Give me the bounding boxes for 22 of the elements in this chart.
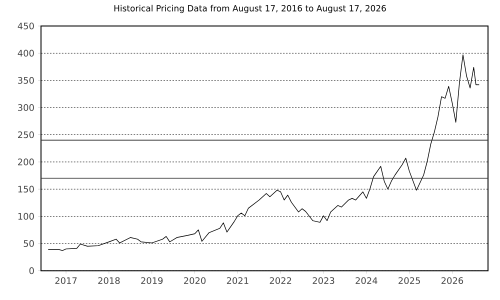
x-tick-label: 2020 — [184, 277, 206, 284]
y-tick-label: 0 — [29, 267, 34, 274]
x-tick-label: 2026 — [441, 277, 464, 284]
x-tick-label: 2017 — [55, 277, 77, 284]
x-tick-label: 2021 — [226, 277, 248, 284]
x-tick-label: 2019 — [141, 277, 163, 284]
y-tick-label: 300 — [18, 104, 34, 111]
x-tick-label: 2023 — [312, 277, 334, 284]
x-tick-label: 2024 — [356, 277, 378, 284]
x-tick-label: 2018 — [98, 277, 120, 284]
y-tick-label: 250 — [18, 131, 34, 138]
y-tick-label: 400 — [18, 50, 34, 57]
x-tick-label: 2025 — [398, 277, 420, 284]
chart-title: Historical Pricing Data from August 17, 2016 to August 17, 2026 — [114, 4, 386, 14]
line-series — [48, 54, 480, 251]
y-tick-label: 450 — [18, 22, 34, 30]
y-tick-label: 100 — [18, 212, 34, 220]
y-tick-label: 350 — [18, 76, 34, 84]
y-tick-label: 150 — [18, 186, 34, 193]
y-tick-label: 200 — [18, 158, 34, 166]
y-tick-label: 50 — [24, 240, 34, 247]
x-tick-label: 2022 — [270, 277, 292, 284]
